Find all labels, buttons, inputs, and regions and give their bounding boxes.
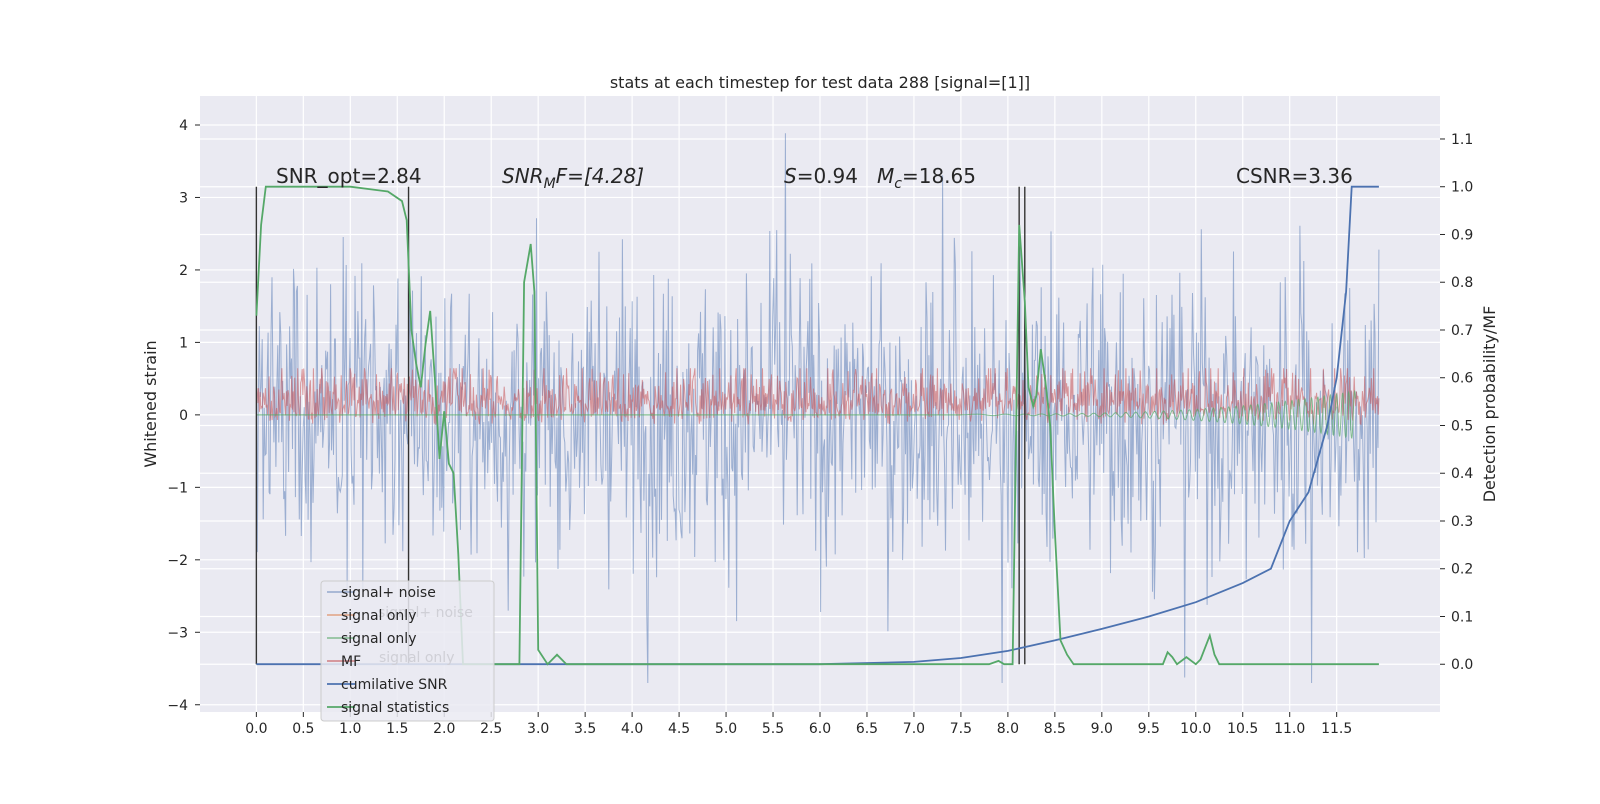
x-tick-label: 7.5 (950, 721, 972, 737)
line-series (255, 185, 1379, 666)
x-tick-label: 10.0 (1180, 721, 1211, 737)
y-tick-label: −3 (167, 625, 188, 641)
series-mf (255, 368, 1380, 426)
x-tick-label: 0.0 (245, 721, 267, 737)
y-axis-ticks: 4 3 2 1 0 −1 −2 −3 −4 (167, 118, 200, 714)
y2-tick-label: 1.1 (1451, 132, 1473, 148)
legend-label-signal-only-orange: signal only (341, 608, 416, 624)
mf-trace (255, 368, 1380, 426)
x-axis-ticks: 0.0 0.5 1.0 1.5 2.0 2.5 3.0 3.5 4.0 4.5 5.0 5.5 6.0 6… (245, 712, 1352, 737)
y2-tick-label: 0.5 (1451, 418, 1473, 434)
x-tick-label: 5.5 (762, 721, 784, 737)
y2-tick-label: 0.3 (1451, 514, 1473, 530)
legend: signal+ noise signal only signal+ noise … (320, 580, 495, 722)
legend-label-cumulative-snr: cumilative SNR (341, 677, 448, 693)
x-tick-label: 1.0 (339, 721, 361, 737)
series-signal-only (256, 389, 1356, 440)
x-tick-label: 0.5 (292, 721, 314, 737)
y2-tick-label: 0.2 (1451, 562, 1473, 578)
legend-label-signal-noise: signal+ noise (341, 585, 436, 601)
y-tick-label: 4 (179, 118, 188, 134)
y2-axis-ticks: 1.1 1.0 0.9 0.8 0.7 0.6 0.5 0.4 0.3 0.2 0.1 0.0 (1440, 132, 1473, 673)
annotation-snr-mf: SNRMF=[4.28] (502, 164, 644, 192)
x-tick-label: 5.0 (715, 721, 737, 737)
y-tick-label: 1 (179, 335, 188, 351)
x-tick-label: 6.0 (809, 721, 831, 737)
signal-statistics-line (255, 185, 1379, 666)
x-tick-label: 9.0 (1091, 721, 1113, 737)
x-tick-label: 10.5 (1227, 721, 1258, 737)
y-tick-label: 0 (179, 408, 188, 424)
y-tick-label: 2 (179, 263, 188, 279)
x-tick-label: 3.5 (574, 721, 596, 737)
x-tick-label: 2.0 (433, 721, 455, 737)
x-tick-label: 9.5 (1138, 721, 1160, 737)
x-tick-label: 6.5 (856, 721, 878, 737)
x-tick-label: 4.5 (668, 721, 690, 737)
legend-label-mf: MF (341, 654, 361, 670)
y2-axis-label: Detection probability/MF (1480, 306, 1499, 503)
y2-tick-label: 0.4 (1451, 466, 1473, 482)
x-tick-label: 1.5 (386, 721, 408, 737)
x-tick-label: 4.0 (621, 721, 643, 737)
series-signal-noise (255, 133, 1380, 684)
x-tick-label: 8.0 (997, 721, 1019, 737)
annotation-mc: Mc=18.65 (877, 164, 976, 192)
legend-label-signal-statistics: signal statistics (341, 700, 449, 716)
x-tick-label: 8.5 (1044, 721, 1066, 737)
y-tick-label: −2 (167, 553, 188, 569)
annotation-snr-opt: SNR_opt=2.84 (276, 164, 422, 188)
y2-tick-label: 0.9 (1451, 227, 1473, 243)
signal-only-trace (960, 389, 1356, 440)
signal-noise-trace (255, 133, 1380, 684)
y-tick-label: −1 (167, 480, 188, 496)
y2-tick-label: 0.1 (1451, 609, 1473, 625)
legend-label-signal-only-green: signal only (341, 631, 416, 647)
legend-ghost-2: signal only (379, 650, 454, 666)
legend-box (320, 580, 495, 722)
y2-tick-label: 0.7 (1451, 323, 1473, 339)
y2-tick-label: 0.0 (1451, 657, 1473, 673)
annotation-csnr: CSNR=3.36 (1236, 164, 1353, 188)
y2-tick-label: 0.6 (1451, 371, 1473, 387)
y-tick-label: 3 (179, 190, 188, 206)
x-tick-label: 3.0 (527, 721, 549, 737)
y-tick-label: −4 (167, 698, 188, 714)
annotation-s: S=0.94 (784, 164, 858, 188)
x-tick-label: 7.0 (903, 721, 925, 737)
x-tick-label: 11.5 (1321, 721, 1352, 737)
chart-title: stats at each timestep for test data 288… (610, 73, 1030, 92)
legend-ghost-1: signal+ noise (378, 605, 473, 621)
x-tick-label: 2.5 (480, 721, 502, 737)
cumulative-snr-line (256, 185, 1379, 666)
y-axis-label: Whitened strain (141, 340, 160, 467)
x-tick-label: 11.0 (1274, 721, 1305, 737)
y2-tick-label: 1.0 (1451, 180, 1473, 196)
y2-tick-label: 0.8 (1451, 275, 1473, 291)
